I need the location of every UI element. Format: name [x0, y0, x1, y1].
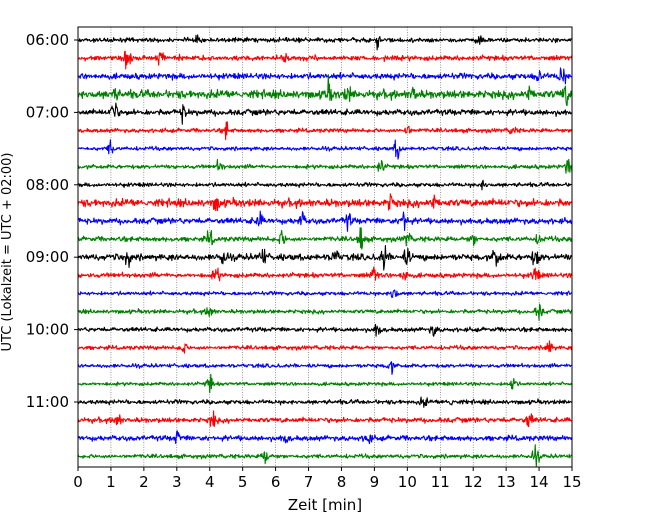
trace-0700 — [77, 102, 573, 125]
trace-0645 — [77, 74, 573, 107]
trace-0600 — [77, 34, 573, 51]
x-tick-label-10: 10 — [398, 473, 417, 491]
x-tick-label-11: 11 — [431, 473, 450, 491]
y-tick-label-1000: 10:00 — [26, 321, 69, 339]
trace-0715 — [77, 121, 573, 141]
trace-0745 — [77, 158, 573, 174]
trace-1015 — [77, 340, 573, 354]
y-tick-label-0600: 06:00 — [26, 31, 69, 49]
trace-0915 — [77, 266, 573, 282]
trace-0945 — [77, 303, 573, 322]
trace-0930 — [77, 289, 573, 299]
trace-0830 — [77, 210, 573, 232]
y-tick-label-1100: 11:00 — [26, 393, 69, 411]
x-tick-label-2: 2 — [139, 473, 149, 491]
x-tick-label-3: 3 — [172, 473, 182, 491]
y-axis-label: UTC (Lokalzeit = UTC + 02:00) — [0, 153, 15, 352]
y-tick-label-0700: 07:00 — [26, 103, 69, 121]
x-tick-label-8: 8 — [337, 473, 347, 491]
trace-1030 — [77, 361, 573, 375]
y-tick-label-0800: 08:00 — [26, 176, 69, 194]
x-tick-label-6: 6 — [271, 473, 281, 491]
trace-0845 — [77, 227, 573, 250]
trace-1145 — [77, 444, 573, 468]
trace-0900 — [77, 245, 573, 271]
trace-1130 — [77, 430, 573, 445]
trace-layer — [77, 34, 573, 468]
x-tick-label-14: 14 — [530, 473, 549, 491]
x-tick-label-1: 1 — [106, 473, 116, 491]
plot-frame — [77, 26, 573, 468]
y-tick-label-0900: 09:00 — [26, 248, 69, 266]
x-tick-label-5: 5 — [238, 473, 248, 491]
x-tick-label-7: 7 — [304, 473, 314, 491]
x-tick-label-12: 12 — [464, 473, 483, 491]
x-tick-label-9: 9 — [370, 473, 380, 491]
trace-1115 — [77, 410, 573, 428]
trace-0730 — [77, 139, 573, 160]
trace-1000 — [77, 323, 573, 337]
trace-1100 — [77, 396, 573, 408]
trace-0815 — [77, 193, 573, 212]
axis-layer: 0 1 2 3 4 5 6 7 8 9 10 11 12 13 14 1506:0007:0008:0009:… — [26, 31, 582, 491]
x-tick-label-13: 13 — [497, 473, 516, 491]
trace-0800 — [77, 179, 573, 191]
x-tick-label-0: 0 — [73, 473, 83, 491]
trace-0630 — [77, 67, 573, 85]
grid-layer — [110, 27, 540, 467]
x-tick-label-4: 4 — [205, 473, 215, 491]
trace-1045 — [77, 373, 573, 394]
x-tick-label-15: 15 — [562, 473, 581, 491]
x-axis-label: Zeit [min] — [288, 496, 362, 514]
trace-0615 — [77, 50, 573, 70]
